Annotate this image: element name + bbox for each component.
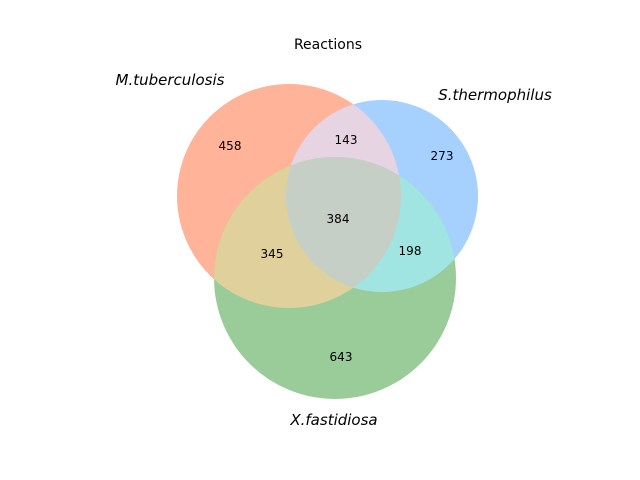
region-s-x-count: 198: [399, 244, 422, 258]
region-s-only-count: 273: [431, 149, 454, 163]
region-m-s-count: 143: [335, 133, 358, 147]
region-m-x-count: 345: [261, 247, 284, 261]
set-label-x-fastidiosa: X.fastidiosa: [289, 411, 377, 429]
region-x-only-count: 643: [330, 350, 353, 364]
region-m-only-count: 458: [219, 139, 242, 153]
region-all-count: 384: [327, 212, 350, 226]
chart-title: Reactions: [294, 37, 362, 53]
overlap-all-region: [286, 157, 401, 292]
set-label-s-thermophilus: S.thermophilus: [438, 86, 552, 104]
set-label-m-tuberculosis: M.tuberculosis: [116, 71, 225, 89]
